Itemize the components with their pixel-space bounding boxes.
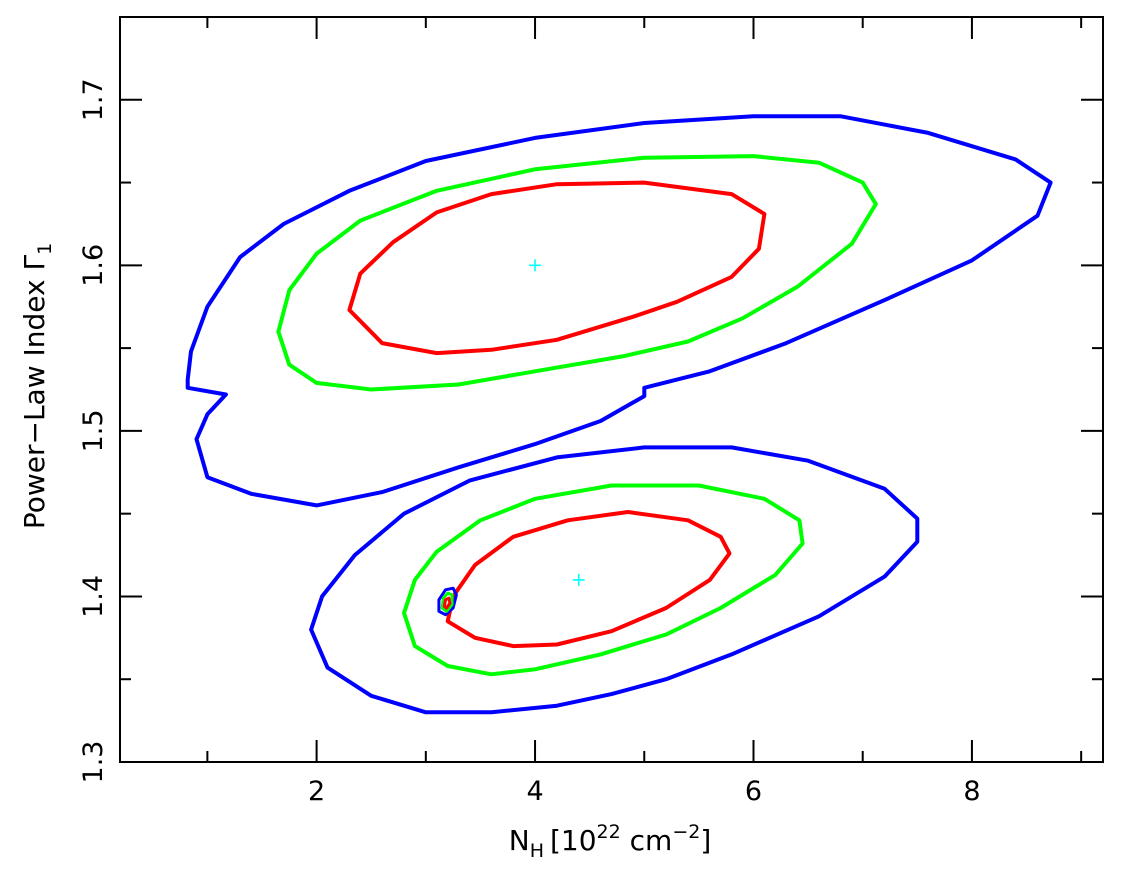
green-contour-4	[402, 483, 805, 677]
y-tick-label: 1.3	[78, 741, 109, 784]
blue-contour-2	[185, 114, 1053, 508]
red-contour-0	[347, 180, 767, 356]
best-fit-marker-0	[529, 259, 542, 272]
y-tick-label: 1.6	[78, 244, 109, 287]
plot-frame	[119, 16, 1104, 763]
red-contour-8	[442, 596, 452, 610]
x-tick-label: 2	[308, 776, 325, 807]
green-contour-1	[276, 154, 878, 392]
green-contour-7	[440, 591, 454, 613]
y-axis-title: Power−Law Index Γ1	[18, 243, 56, 529]
best-fit-markers	[529, 259, 585, 586]
x-tick-label: 4	[526, 776, 543, 807]
best-fit-marker-1	[572, 573, 585, 586]
blue-contour-5	[309, 445, 920, 715]
y-tick-label: 1.7	[78, 78, 109, 121]
y-tick-label: 1.5	[78, 409, 109, 452]
y-tick-label: 1.4	[78, 575, 109, 618]
blue-contour-6	[437, 586, 458, 617]
y-tick-labels: 1.3 1.4 1.5 1.6 1.7	[78, 78, 109, 783]
x-tick-labels: 2 4 6 8	[308, 776, 981, 807]
contours-layer	[185, 114, 1053, 715]
x-tick-label: 6	[745, 776, 762, 807]
red-contour-3	[445, 510, 732, 649]
x-axis-title: NH [1022 cm−2]	[509, 821, 712, 862]
x-tick-label: 8	[963, 776, 980, 807]
axis-ticks	[120, 16, 1103, 763]
